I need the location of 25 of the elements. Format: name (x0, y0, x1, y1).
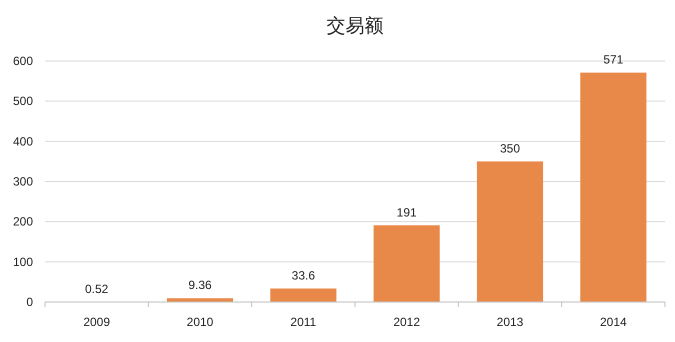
data-label: 191 (396, 205, 417, 220)
bar (580, 72, 646, 302)
chart-title: 交易额 (326, 15, 384, 37)
bar (166, 298, 234, 302)
bar (270, 288, 336, 302)
x-tick-label: 2011 (290, 315, 317, 329)
bar (476, 161, 544, 302)
data-label: 0.52 (84, 282, 109, 296)
y-tick-label: 300 (12, 174, 34, 188)
y-tick-label: 200 (12, 214, 34, 229)
x-tick-label: 2014 (600, 315, 628, 329)
data-label: 350 (500, 141, 520, 156)
y-tick-label: 0 (26, 295, 34, 309)
x-tick-label: 2013 (496, 315, 524, 329)
y-tick-label: 400 (12, 134, 34, 148)
x-tick-label: 2009 (83, 315, 110, 329)
x-tick-label: 2010 (186, 315, 214, 329)
bar (374, 225, 440, 302)
y-tick-label: 500 (12, 94, 34, 108)
y-tick-label: 600 (12, 54, 34, 68)
y-tick-label: 100 (12, 254, 34, 269)
x-tick-label: 2012 (393, 315, 420, 329)
data-label: 9.36 (188, 278, 212, 292)
data-label: 571 (603, 52, 624, 67)
data-label: 33.6 (292, 268, 316, 283)
